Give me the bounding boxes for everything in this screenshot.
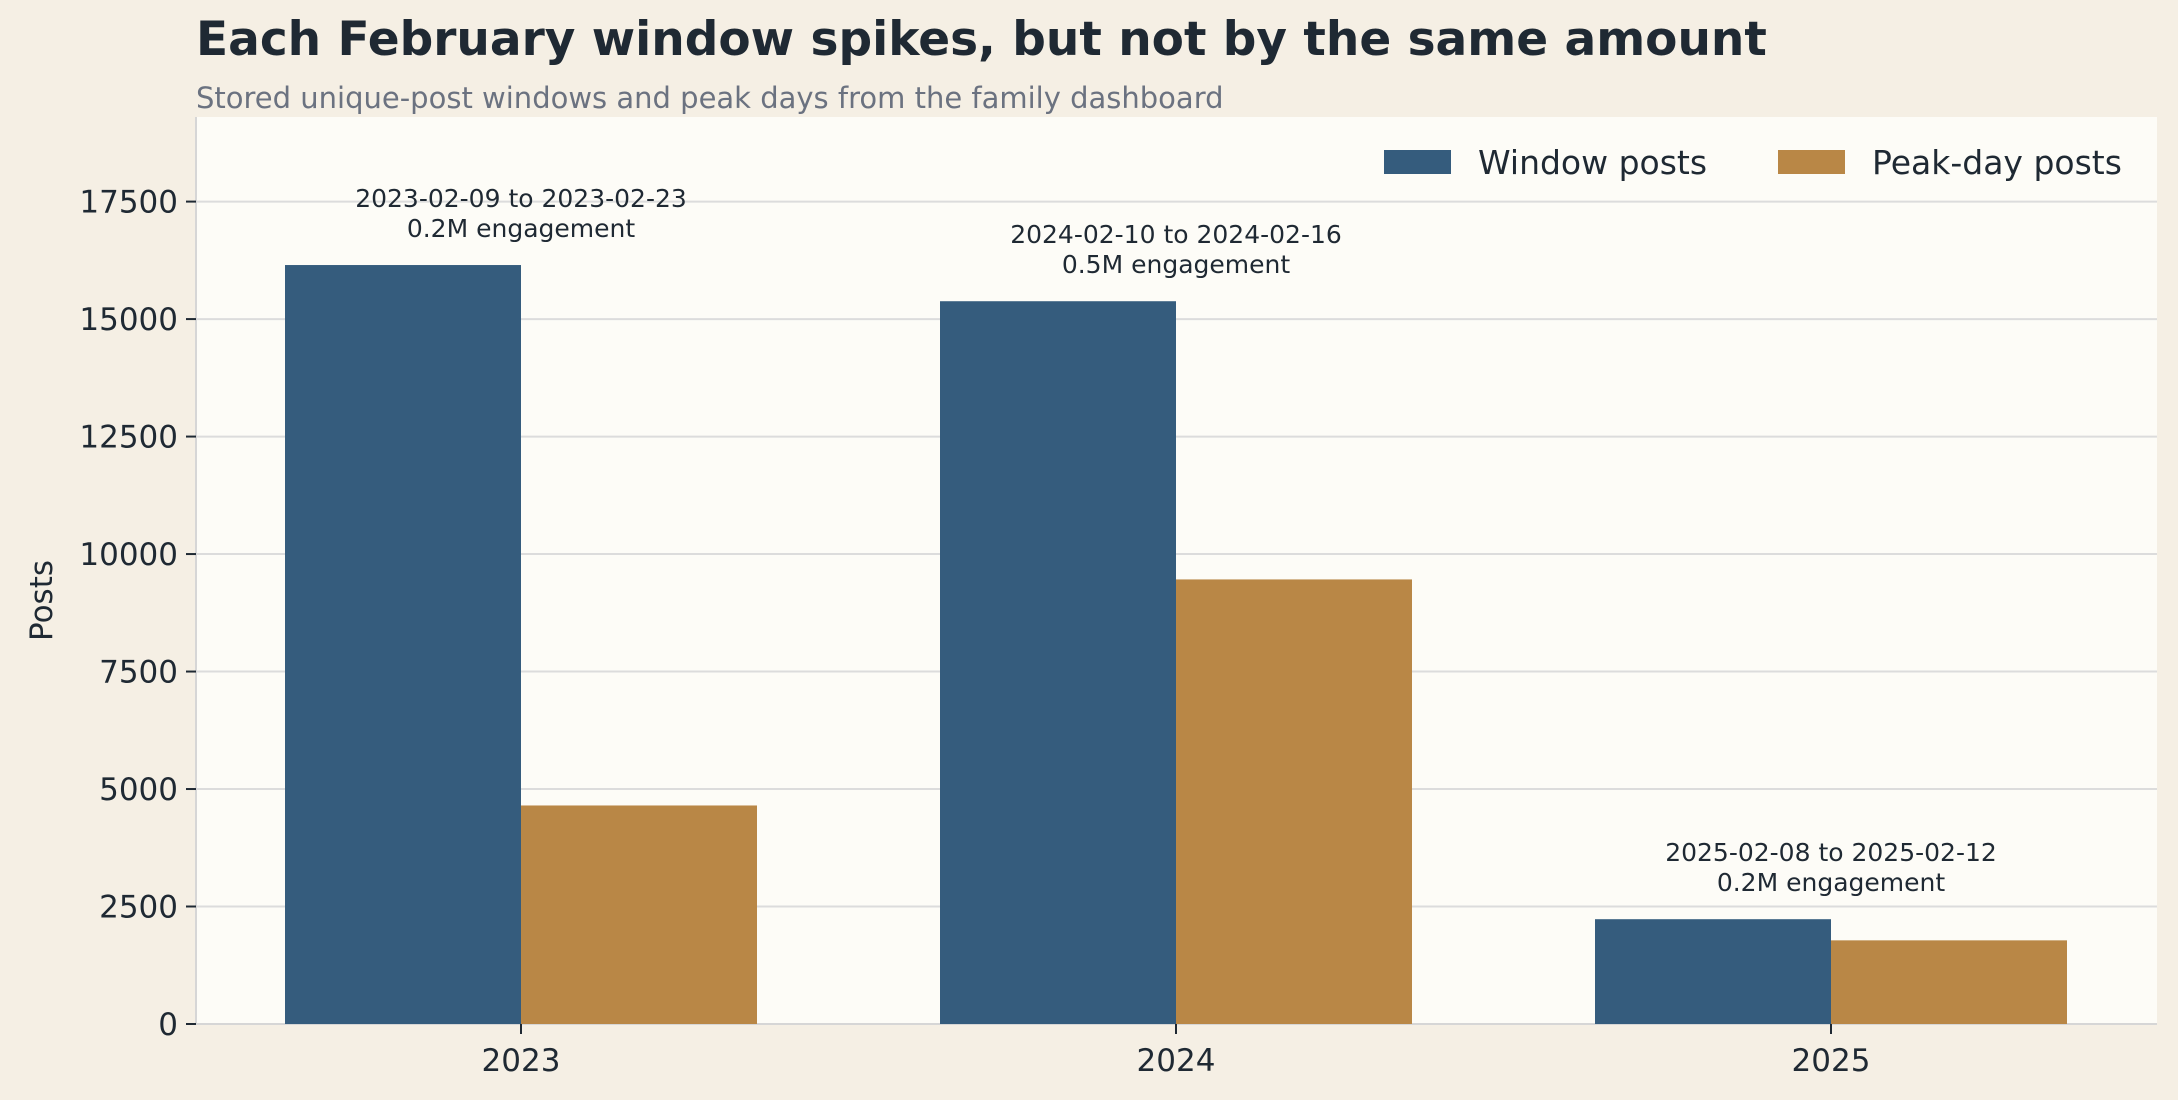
annotation-date-range: 2023-02-09 to 2023-02-23 [355,184,687,213]
legend-swatch-1 [1384,150,1451,174]
annotation-engagement: 0.2M engagement [407,214,636,243]
legend-label-2: Peak-day posts [1872,143,2122,182]
y-tick-label: 2500 [99,890,178,926]
bar-peak-day-posts-2023 [521,805,757,1024]
bar-peak-day-posts-2024 [1176,579,1412,1024]
y-tick-label: 17500 [79,185,178,221]
y-tick-label: 15000 [79,302,178,338]
annotation-engagement: 0.2M engagement [1717,868,1946,897]
legend-swatch-2 [1778,150,1845,174]
y-tick-label: 7500 [99,655,178,691]
annotation-date-range: 2024-02-10 to 2024-02-16 [1010,220,1342,249]
annotation-date-range: 2025-02-08 to 2025-02-12 [1665,838,1997,867]
bar-window-posts-2023 [285,265,521,1024]
chart-subtitle: Stored unique-post windows and peak days… [196,81,1224,115]
bar-window-posts-2024 [940,301,1176,1024]
x-tick-label: 2024 [1137,1043,1216,1079]
y-tick-label: 5000 [99,772,178,808]
plot-area: 0 2500 5000 7500 10000 12500 15000 17500 Posts 20… [24,117,2157,1079]
y-tick-label: 12500 [79,420,178,456]
y-axis-label: Posts [24,560,60,641]
x-tick-label: 2023 [482,1043,561,1079]
x-tick-label: 2025 [1792,1043,1871,1079]
bar-peak-day-posts-2025 [1831,940,2067,1024]
bar-window-posts-2025 [1595,919,1831,1024]
annotation-engagement: 0.5M engagement [1062,250,1291,279]
legend-label-1: Window posts [1478,143,1707,182]
y-tick-label: 0 [158,1007,178,1043]
chart-title: Each February window spikes, but not by … [196,12,1767,67]
y-tick-label: 10000 [79,537,178,573]
